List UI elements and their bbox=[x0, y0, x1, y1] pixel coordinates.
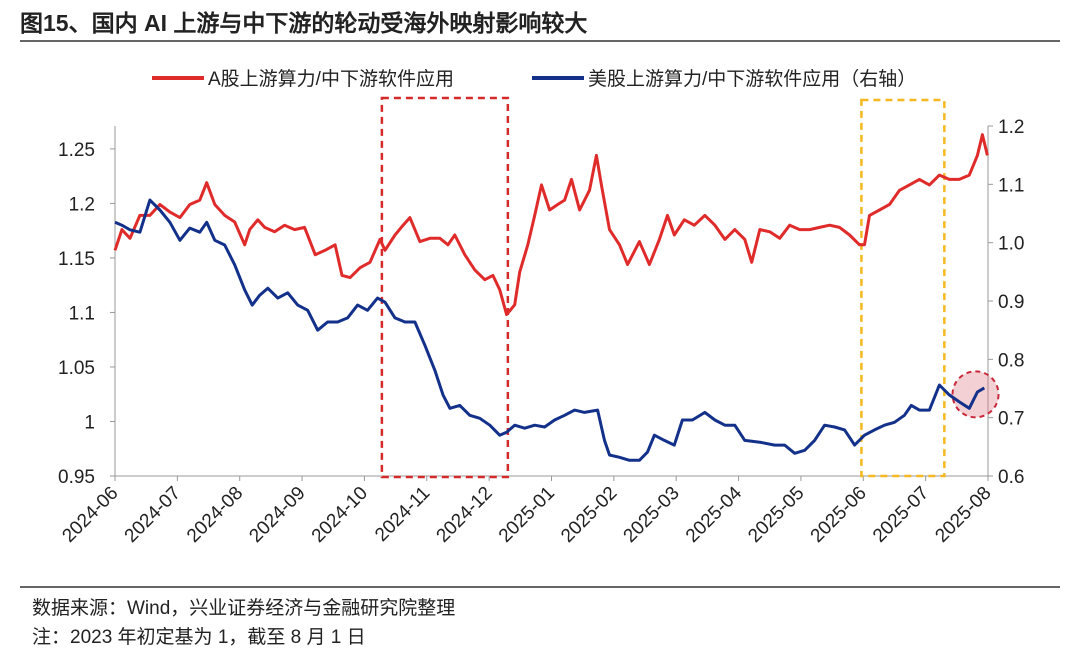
x-tick-label: 2024-09 bbox=[245, 483, 309, 547]
y-right-tick-label: 0.8 bbox=[998, 350, 1024, 371]
x-tick-label: 2025-06 bbox=[807, 483, 871, 547]
y-right-tick-label: 0.7 bbox=[998, 409, 1024, 430]
figure-title: 图15、国内 AI 上游与中下游的轮动受海外映射影响较大 bbox=[20, 10, 588, 36]
y-left-tick-label: 1.15 bbox=[58, 249, 95, 270]
y-left-tick-label: 1.2 bbox=[69, 194, 95, 215]
legend-swatch-red bbox=[152, 75, 204, 80]
legend-item-a-share: A股上游算力/中下游软件应用 bbox=[152, 64, 454, 91]
x-tick-label: 2025-04 bbox=[682, 482, 746, 546]
y-left-tick-label: 1 bbox=[84, 412, 95, 433]
legend-label: 美股上游算力/中下游软件应用（右轴） bbox=[588, 69, 917, 90]
series-line-us-share bbox=[114, 198, 986, 462]
y-right-tick-label: 1.0 bbox=[998, 234, 1024, 255]
highlight-box-yellow bbox=[860, 98, 946, 478]
x-tick-label: 2025-02 bbox=[557, 483, 621, 547]
y-left-tick-label: 1.25 bbox=[58, 140, 95, 161]
legend-label: A股上游算力/中下游软件应用 bbox=[208, 69, 454, 90]
series-line-a-share bbox=[113, 133, 989, 317]
y-right-tick-label: 0.6 bbox=[998, 467, 1024, 488]
y-left-tick-label: 0.95 bbox=[58, 467, 95, 488]
y-left-tick-label: 1.05 bbox=[58, 358, 95, 379]
x-tick-label: 2024-10 bbox=[308, 483, 372, 547]
y-right-tick-label: 1.2 bbox=[998, 117, 1024, 138]
x-tick-label: 2025-01 bbox=[495, 483, 559, 547]
legend-item-us-share: 美股上游算力/中下游软件应用（右轴） bbox=[532, 64, 916, 91]
note-text: 注：2023 年初定基为 1，截至 8 月 1 日 bbox=[32, 627, 366, 648]
source-text: 数据来源：Wind，兴业证券经济与金融研究院整理 bbox=[32, 598, 456, 619]
y-right-tick-label: 0.9 bbox=[998, 292, 1024, 313]
x-tick-label: 2024-11 bbox=[371, 483, 434, 546]
x-tick-label: 2024-12 bbox=[433, 483, 497, 547]
x-tick-label: 2024-07 bbox=[121, 483, 185, 547]
legend-swatch-blue bbox=[532, 75, 584, 80]
x-tick-label: 2025-07 bbox=[869, 483, 933, 547]
x-tick-label: 2024-06 bbox=[58, 483, 122, 547]
x-tick-label: 2025-03 bbox=[620, 483, 684, 547]
x-tick-label: 2025-05 bbox=[744, 483, 808, 547]
x-tick-label: 2024-08 bbox=[183, 483, 247, 547]
x-tick-label: 2025-08 bbox=[931, 483, 995, 547]
y-right-tick-label: 1.1 bbox=[998, 175, 1024, 196]
y-left-tick-label: 1.1 bbox=[69, 303, 95, 324]
highlight-box-red bbox=[380, 96, 510, 479]
